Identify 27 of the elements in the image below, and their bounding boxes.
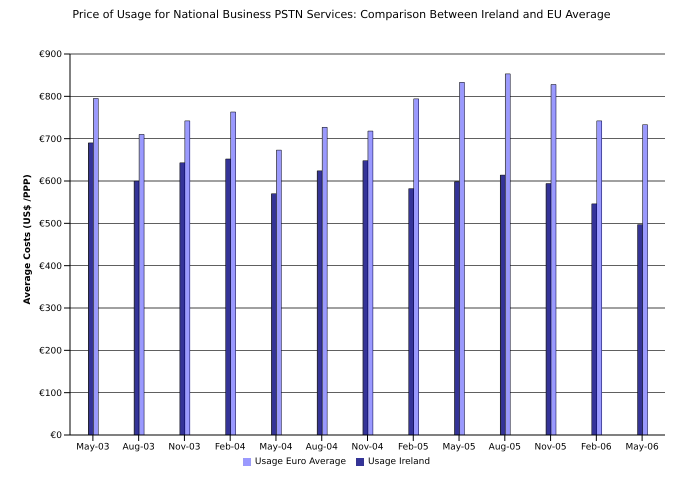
y-tick-label: €800 [39, 92, 62, 103]
x-tick-label: Feb-05 [398, 442, 429, 452]
y-axis-title: Average Costs (US$ /PPP) [23, 174, 34, 304]
y-tick-label: €500 [39, 220, 62, 230]
x-tick-label: Aug-05 [488, 442, 521, 452]
y-tick-label: €900 [39, 50, 62, 60]
x-tick-label: May-05 [442, 442, 476, 452]
x-tick-label: May-06 [626, 442, 659, 452]
x-tick-label: May-04 [259, 442, 293, 452]
y-tick-label: €600 [39, 177, 62, 188]
x-tick-label: Nov-03 [168, 442, 200, 452]
y-tick-label: €700 [39, 134, 62, 145]
x-tick-label: Feb-06 [581, 442, 612, 452]
y-tick-label: €100 [39, 388, 62, 399]
x-tick-label: Aug-04 [306, 442, 338, 452]
x-tick-label: Feb-04 [214, 442, 246, 452]
y-tick-label: €200 [39, 346, 62, 357]
x-tick-label: Aug-03 [122, 442, 155, 452]
x-tick-label: Nov-05 [534, 442, 567, 452]
y-tick-label: €300 [39, 304, 62, 314]
y-tick-label: €400 [39, 262, 62, 272]
x-tick-label: May-03 [76, 442, 110, 452]
legend-label: Usage Ireland [368, 457, 430, 467]
chart-title: Price of Usage for National Business PSTN Services: Comparison Between Ireland and EU Average [71, 8, 612, 23]
x-tick-label: Nov-04 [351, 442, 384, 452]
y-tick-label: €0 [50, 431, 62, 442]
legend-label: Usage Euro Average [254, 457, 346, 467]
